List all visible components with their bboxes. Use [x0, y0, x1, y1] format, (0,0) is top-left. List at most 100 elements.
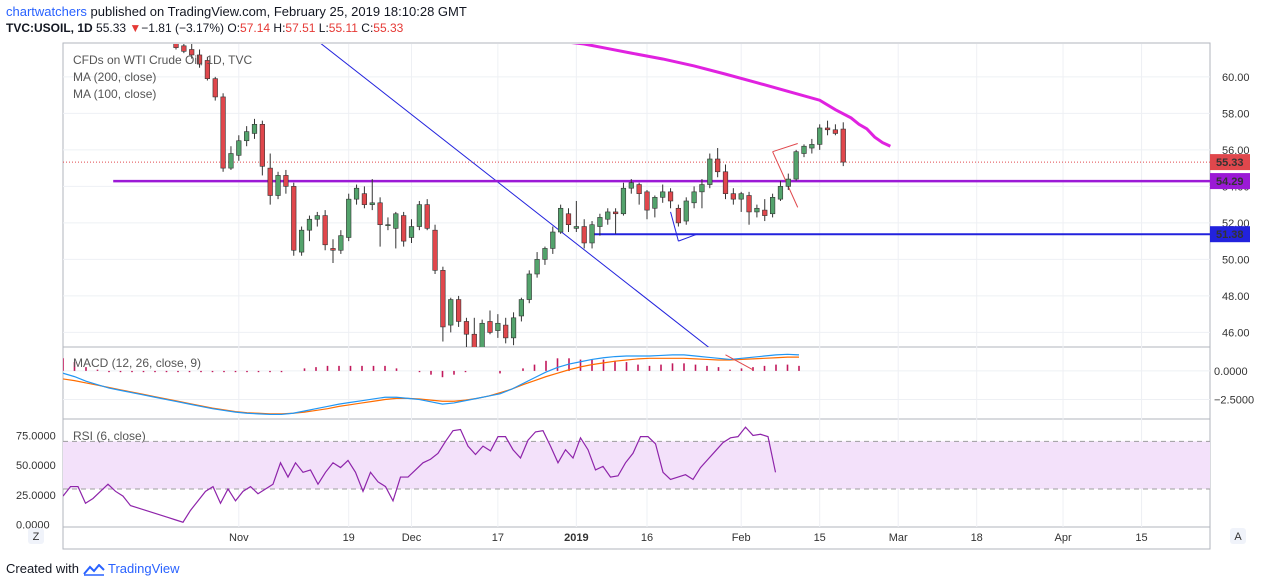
- candle: [283, 169, 289, 194]
- candle-body: [612, 211, 619, 215]
- candle-body: [628, 182, 634, 189]
- candle-body: [236, 140, 242, 156]
- candle-body: [707, 158, 713, 185]
- candle-body: [463, 321, 470, 335]
- candle: [683, 197, 689, 225]
- candle: [424, 199, 430, 231]
- axis-labels: Nov 19 Dec 17 2019 16 Feb 15 Mar 18 Apr 15 60.00 58.0…: [16, 72, 1254, 544]
- price-tick-label: 56.00: [1222, 145, 1250, 157]
- tradingview-brand[interactable]: TradingView: [108, 561, 180, 576]
- candle: [793, 149, 799, 181]
- candle: [636, 182, 642, 205]
- candle-body: [620, 187, 627, 215]
- candle: [503, 317, 509, 344]
- candle-body: [283, 175, 289, 187]
- candle: [448, 297, 454, 333]
- candle-body: [691, 191, 697, 204]
- candle: [267, 153, 273, 205]
- candle-body: [479, 322, 485, 347]
- ohlc-line: TVC:USOIL, 1D 55.33 ▼−1.81 (−3.17%) O:57…: [6, 21, 403, 35]
- candle: [652, 195, 658, 218]
- candle: [228, 146, 234, 170]
- created-with-text: Created with: [6, 561, 79, 576]
- candle-body: [322, 215, 328, 246]
- candle: [259, 120, 265, 176]
- candle-body: [809, 144, 815, 149]
- candle-body: [573, 226, 579, 229]
- high-label: H:: [273, 21, 286, 35]
- candle: [251, 118, 258, 139]
- close-label: C:: [361, 21, 374, 35]
- candle: [605, 208, 611, 225]
- candle: [754, 204, 760, 218]
- x-tick-label: Nov: [229, 532, 249, 544]
- price-label-text: 51.38: [1216, 229, 1244, 241]
- candle: [612, 208, 619, 234]
- candle-body: [660, 191, 666, 198]
- candle-body: [667, 191, 674, 202]
- candle-body: [220, 96, 226, 169]
- candle-body: [455, 299, 462, 322]
- publisher-username[interactable]: chartwatchers: [6, 4, 87, 19]
- candle-body: [722, 171, 729, 194]
- price-tick-label: 60.00: [1222, 72, 1250, 84]
- corner-button-left[interactable]: Z: [28, 528, 44, 544]
- macd-pane-title: MACD (12, 26, close, 9): [73, 356, 201, 370]
- publish-info: published on TradingView.com, February 2…: [86, 4, 467, 19]
- candle-body: [581, 226, 587, 244]
- price-label-text: 55.33: [1216, 157, 1244, 169]
- candle-body: [785, 178, 791, 187]
- candle-body: [565, 213, 572, 226]
- candle-body: [377, 202, 383, 226]
- price-tick-label: 50.00: [1222, 254, 1250, 266]
- corner-button-right[interactable]: A: [1230, 528, 1246, 544]
- candle-body: [181, 45, 187, 52]
- candle-body: [793, 151, 799, 180]
- candle: [440, 266, 446, 342]
- candle: [550, 226, 556, 254]
- candle: [573, 200, 579, 233]
- candle: [196, 49, 203, 68]
- candle: [291, 182, 297, 256]
- candle-body: [306, 218, 313, 231]
- ma200-legend: MA (200, close): [73, 70, 156, 84]
- candle: [173, 44, 179, 50]
- candle: [817, 124, 823, 150]
- candle-body: [636, 184, 642, 194]
- low-value: 55.11: [328, 21, 358, 35]
- candle: [620, 182, 627, 216]
- candle-body: [173, 44, 179, 48]
- low-label: L:: [318, 21, 329, 35]
- candle-body: [495, 322, 501, 331]
- candle: [408, 219, 415, 243]
- candle-body: [369, 202, 375, 205]
- candle: [840, 122, 846, 167]
- candle: [738, 191, 744, 212]
- candle: [353, 184, 360, 205]
- x-tick-label: 15: [1135, 532, 1147, 544]
- candle: [322, 210, 328, 251]
- ma100-legend: MA (100, close): [73, 87, 156, 101]
- candle-body: [251, 124, 258, 134]
- candle-body: [832, 129, 838, 134]
- x-tick-label: 18: [971, 532, 983, 544]
- candle: [432, 224, 438, 274]
- rsi-tick-label: 25.0000: [16, 490, 56, 502]
- rsi-tick-label: 75.0000: [16, 430, 56, 442]
- rsi-pane: [63, 426, 1210, 523]
- candle-body: [840, 128, 846, 163]
- macd-tick-label: 0.0000: [1214, 366, 1248, 378]
- candle-body: [526, 273, 532, 300]
- candle-body: [769, 197, 776, 215]
- candle-body: [589, 224, 595, 244]
- candle: [369, 179, 375, 211]
- tradingview-logo-icon: [82, 563, 105, 576]
- x-tick-label: Feb: [732, 532, 751, 544]
- candle-body: [754, 207, 760, 213]
- candle: [644, 190, 650, 220]
- candle-body: [597, 217, 603, 227]
- candle: [667, 188, 674, 209]
- candle: [385, 217, 391, 231]
- candle: [416, 200, 422, 231]
